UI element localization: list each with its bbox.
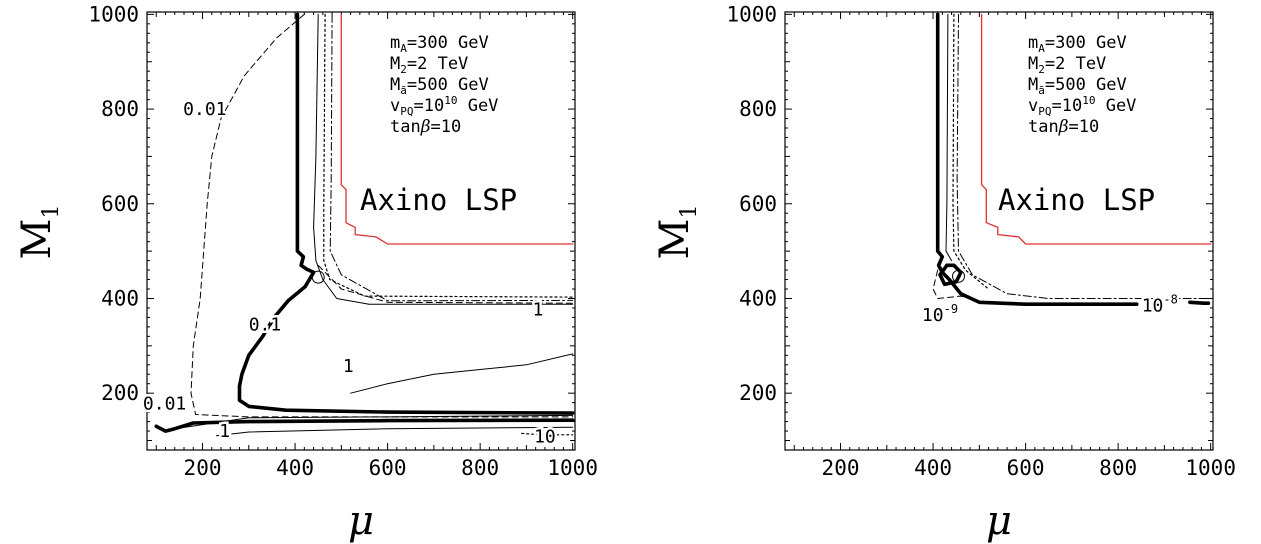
left-contour-thin-3 [313, 13, 574, 305]
left-param-tanbeta: tanβ=10 [390, 117, 461, 137]
right-y-axis-title: M1 [652, 205, 702, 260]
right-y-tick-1000: 1000 [726, 2, 777, 26]
right-contour-label-1e-8: 10-8 [1142, 293, 1178, 317]
left-param-Ma: Mã=500 GeV [390, 75, 489, 97]
left-y-axis-title: M1 [14, 205, 64, 260]
left-y-tick-200: 200 [101, 381, 139, 405]
left-contour-label-10: 10 [534, 426, 556, 447]
right-axino-lsp-label: Axino LSP [998, 183, 1155, 217]
left-contour-label-1-mid: 1 [343, 356, 354, 377]
right-contour-dashed-7 [932, 269, 980, 302]
right-contour-red-0 [980, 13, 1212, 245]
left-contour-thick-2 [154, 418, 575, 433]
left-param-M2: M2=2 TeV [390, 54, 468, 76]
right-y-tick-400: 400 [739, 286, 777, 310]
left-contour-label-001-bottom: 0.01 [143, 394, 186, 415]
left-plot-frame [146, 11, 576, 451]
right-x-axis-title: μ [986, 498, 1012, 544]
left-param-vPQ: vPQ=1010 GeV [390, 94, 498, 118]
right-contour-label-1e-9: 10-9 [922, 302, 958, 326]
left-contour-panel: 200 400 600 800 1000 200 400 600 800 100… [14, 2, 598, 544]
left-param-mA: mA=300 GeV [390, 33, 489, 55]
left-y-tick-400: 400 [101, 286, 139, 310]
left-cusp-circle-marker [311, 270, 325, 284]
right-y-tick-600: 600 [739, 192, 777, 216]
right-contour-lines [932, 12, 1212, 307]
left-axino-lsp-label: Axino LSP [360, 183, 517, 217]
right-param-M2: M2=2 TeV [1028, 54, 1106, 76]
left-contour-dashed-8 [317, 264, 574, 304]
left-x-tick-800: 800 [461, 456, 499, 480]
right-contour-thin-4 [945, 13, 953, 262]
left-contour-dashdot-11 [329, 13, 574, 302]
right-param-vPQ: vPQ=1010 GeV [1028, 94, 1136, 118]
left-x-tick-200: 200 [184, 456, 222, 480]
right-param-Ma: Mã=500 GeV [1028, 75, 1127, 97]
right-plot-frame [784, 11, 1214, 451]
left-contour-lines [154, 12, 575, 437]
left-axis-ticks [147, 12, 575, 450]
right-y-tick-200: 200 [739, 381, 777, 405]
left-contour-label-1-right: 1 [533, 299, 544, 320]
left-param-block: mA=300 GeV M2=2 TeV Mã=500 GeV vPQ=1010 … [390, 33, 498, 137]
right-x-tick-400: 400 [914, 456, 952, 480]
left-x-tick-400: 400 [276, 456, 314, 480]
left-y-tick-1000: 1000 [88, 2, 139, 26]
right-x-tick-1000: 1000 [1185, 456, 1236, 480]
right-y-tick-800: 800 [739, 97, 777, 121]
right-param-block: mA=300 GeV M2=2 TeV Mã=500 GeV vPQ=1010 … [1028, 33, 1136, 137]
right-x-tick-600: 600 [1007, 456, 1045, 480]
right-contour-thick-3 [1188, 300, 1211, 306]
left-y-tick-600: 600 [101, 192, 139, 216]
left-contour-label-01: 0.1 [249, 315, 282, 336]
left-x-axis-title: μ [348, 498, 374, 544]
right-contour-dotted-5 [952, 13, 990, 290]
right-param-tanbeta: tanβ=10 [1028, 117, 1099, 137]
left-contour-thick-1 [237, 12, 575, 415]
right-x-tick-200: 200 [822, 456, 860, 480]
left-contour-label-1-low: 1 [219, 421, 230, 442]
right-axis-ticks [785, 12, 1213, 450]
left-x-tick-600: 600 [369, 456, 407, 480]
left-contour-red-0 [340, 13, 574, 245]
left-contour-thin-4 [350, 353, 574, 394]
left-contour-dashed-7 [190, 13, 574, 418]
left-contour-thin-6 [215, 426, 574, 437]
right-contour-dashdot-6 [956, 13, 1212, 299]
right-cusp-circle-marker [952, 269, 966, 283]
left-x-tick-1000: 1000 [547, 456, 598, 480]
left-contour-label-001-top: 0.01 [183, 99, 226, 120]
right-contour-thick-1 [935, 12, 1139, 307]
right-contour-panel: 200 400 600 800 1000 200 400 600 800 100… [652, 2, 1236, 544]
left-contour-dotted-9 [323, 13, 574, 298]
left-contour-dotted-10 [521, 432, 574, 436]
right-x-tick-800: 800 [1099, 456, 1137, 480]
left-y-tick-800: 800 [101, 97, 139, 121]
right-param-mA: mA=300 GeV [1028, 33, 1127, 55]
